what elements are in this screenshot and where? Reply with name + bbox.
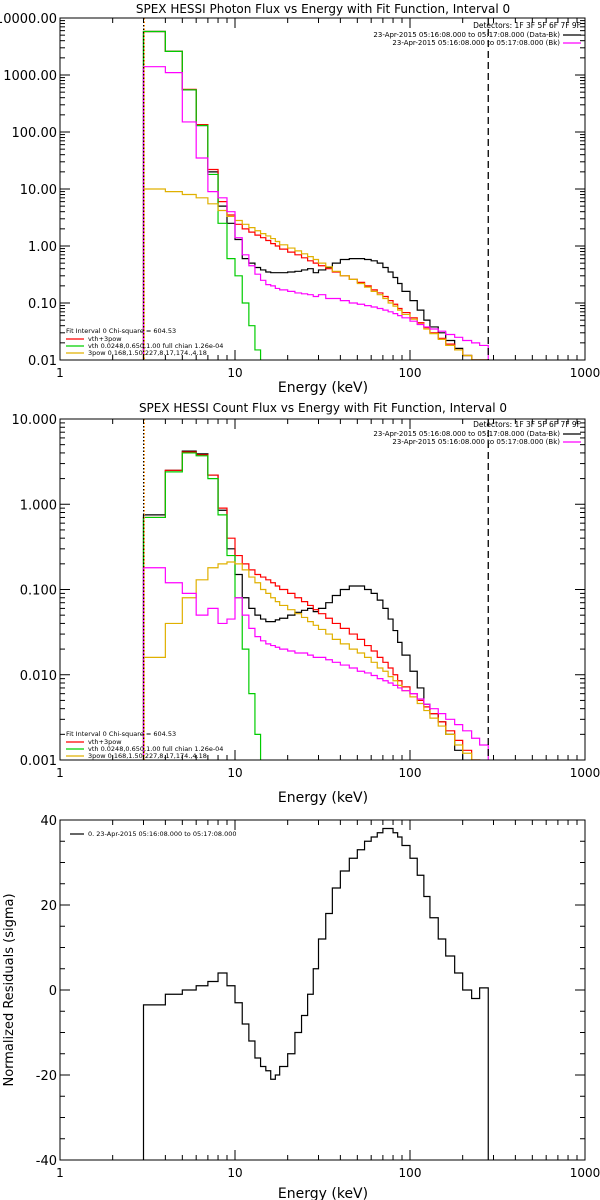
- photon-flux-panel: SPEX HESSI Photon Flux vs Energy with Fi…: [0, 2, 600, 396]
- residuals-series-line-0: [142, 827, 489, 1160]
- photon-flux-ytick-label: 1.00: [28, 240, 57, 255]
- residuals-plot-frame: [59, 819, 586, 1161]
- residuals-xlabel: Energy (keV): [278, 1186, 368, 1200]
- count-flux-series: [142, 450, 489, 760]
- photon-flux-xlabel: Energy (keV): [278, 380, 368, 396]
- photon-flux-fit-entry-3pow: 3pow 0.168,1.50,227,8.17,174.,4.18: [88, 349, 207, 357]
- count-flux-series-line-4: [142, 567, 489, 760]
- photon-flux-legend-entry-bk: 23-Apr-2015 05:16:08.000 to 05:17:08.000…: [392, 39, 560, 47]
- photon-flux-series: [142, 30, 489, 360]
- count-flux-xtick-label: 1: [56, 766, 64, 780]
- residuals-ytick-label: 20: [40, 899, 57, 914]
- photon-flux-ytick-label: 0.01: [28, 354, 57, 369]
- count-flux-legend-fit: Fit Interval 0 Chi-square = 604.53 vth+3…: [66, 730, 223, 760]
- photon-flux-xtick-label: 1000: [570, 366, 600, 380]
- residuals-panel: 1 10 100 1000 -40 -20 0 20 40 Energy (keV) Norma…: [2, 814, 600, 1200]
- photon-flux-reference-lines: [142, 18, 489, 360]
- count-flux-legend-entry-data: 23-Apr-2015 05:16:08.000 to 05:17:08.000…: [373, 430, 560, 438]
- residuals-ytick-label: -20: [36, 1069, 57, 1084]
- count-flux-plot-frame: [59, 418, 586, 761]
- residuals-xtick-label: 1: [56, 1166, 64, 1180]
- photon-flux-axes: 1 10 100 1000 0.01 0.10 1.00 10.00 100.00 1000.00…: [0, 12, 600, 380]
- count-flux-legend-top: Detectors: 1F 3F 5F 6F 7F 9F 23-Apr-2015…: [373, 420, 581, 446]
- photon-flux-plot-frame: [59, 17, 586, 361]
- photon-flux-legend-top: Detectors: 1F 3F 5F 6F 7F 9F 23-Apr-2015…: [373, 21, 581, 47]
- count-flux-legend-header: Detectors: 1F 3F 5F 6F 7F 9F: [473, 420, 581, 429]
- photon-flux-title: SPEX HESSI Photon Flux vs Energy with Fi…: [136, 2, 510, 16]
- photon-flux-series-line-0: [142, 30, 489, 360]
- photon-flux-legend-entry-data: 23-Apr-2015 05:16:08.000 to 05:17:08.000…: [373, 31, 560, 39]
- photon-flux-xtick-label: 1: [56, 366, 64, 380]
- count-flux-axes: 1 10 100 1000 0.001 0.010 0.100 1.000 10.000: [12, 413, 600, 780]
- count-flux-fit-entry-total: vth+3pow: [88, 738, 122, 746]
- photon-flux-series-line-2: [142, 30, 262, 360]
- count-flux-xtick-label: 1000: [570, 766, 600, 780]
- count-flux-ytick-label: 10.000: [12, 413, 58, 428]
- photon-flux-ytick-label: 10.00: [20, 183, 57, 198]
- residuals-ylabel: Normalized Residuals (sigma): [2, 893, 17, 1086]
- photon-flux-ytick-label: 10000.00: [0, 12, 57, 27]
- residuals-xtick-label: 10: [227, 1166, 242, 1180]
- residuals-ytick-label: 0: [49, 984, 57, 999]
- photon-flux-legend-fit: Fit Interval 0 Chi-square = 604.53 vth+3…: [66, 327, 223, 357]
- count-flux-ytick-label: 0.100: [20, 584, 57, 599]
- photon-flux-xtick-label: 100: [399, 366, 422, 380]
- photon-flux-legend-header: Detectors: 1F 3F 5F 6F 7F 9F: [473, 21, 581, 30]
- residuals-xtick-label: 1000: [570, 1166, 600, 1180]
- photon-flux-xtick-label: 10: [227, 366, 242, 380]
- count-flux-reference-lines: [142, 419, 489, 760]
- count-flux-xlabel: Energy (keV): [278, 790, 368, 806]
- photon-flux-fit-entry-total: vth+3pow: [88, 335, 122, 343]
- photon-flux-fit-entry-vth: vth 0.0248,0.650,1.00 full chian 1.26e-0…: [88, 342, 223, 350]
- count-flux-ytick-label: 0.010: [20, 669, 57, 684]
- residuals-ytick-label: -40: [36, 1154, 57, 1169]
- count-flux-legend-entry-bk: 23-Apr-2015 05:16:08.000 to 05:17:08.000…: [392, 438, 560, 446]
- count-flux-series-line-3: [142, 561, 481, 760]
- photon-flux-series-line-3: [142, 188, 489, 360]
- residuals-legend-entry: 0. 23-Apr-2015 05:16:08.000 to 05:17:08.…: [88, 830, 237, 838]
- residuals-legend: 0. 23-Apr-2015 05:16:08.000 to 05:17:08.…: [70, 830, 237, 838]
- photon-flux-series-line-1: [142, 30, 489, 360]
- photon-flux-fit-header: Fit Interval 0 Chi-square = 604.53: [66, 327, 176, 335]
- residuals-axes: 1 10 100 1000 -40 -20 0 20 40: [36, 814, 600, 1180]
- count-flux-ytick-label: 1.000: [20, 498, 57, 513]
- photon-flux-ytick-label: 1000.00: [3, 69, 57, 84]
- count-flux-xtick-label: 10: [227, 766, 242, 780]
- photon-flux-ytick-label: 0.10: [28, 297, 57, 312]
- count-flux-fit-entry-vth: vth 0.0248,0.650,1.00 full chian 1.26e-0…: [88, 745, 223, 753]
- count-flux-panel: SPEX HESSI Count Flux vs Energy with Fit…: [12, 401, 600, 806]
- photon-flux-series-line-4: [142, 66, 489, 360]
- residuals-ytick-label: 40: [40, 814, 57, 829]
- count-flux-xtick-label: 100: [399, 766, 422, 780]
- residuals-xtick-label: 100: [399, 1166, 422, 1180]
- count-flux-fit-header: Fit Interval 0 Chi-square = 604.53: [66, 730, 176, 738]
- count-flux-ytick-label: 0.001: [20, 754, 57, 769]
- count-flux-series-line-2: [142, 452, 262, 760]
- photon-flux-ytick-label: 100.00: [12, 126, 58, 141]
- count-flux-fit-entry-3pow: 3pow 0.168,1.50,227,8.17,174.,4.18: [88, 752, 207, 760]
- count-flux-title: SPEX HESSI Count Flux vs Energy with Fit…: [139, 401, 507, 415]
- residuals-series: [142, 827, 489, 1160]
